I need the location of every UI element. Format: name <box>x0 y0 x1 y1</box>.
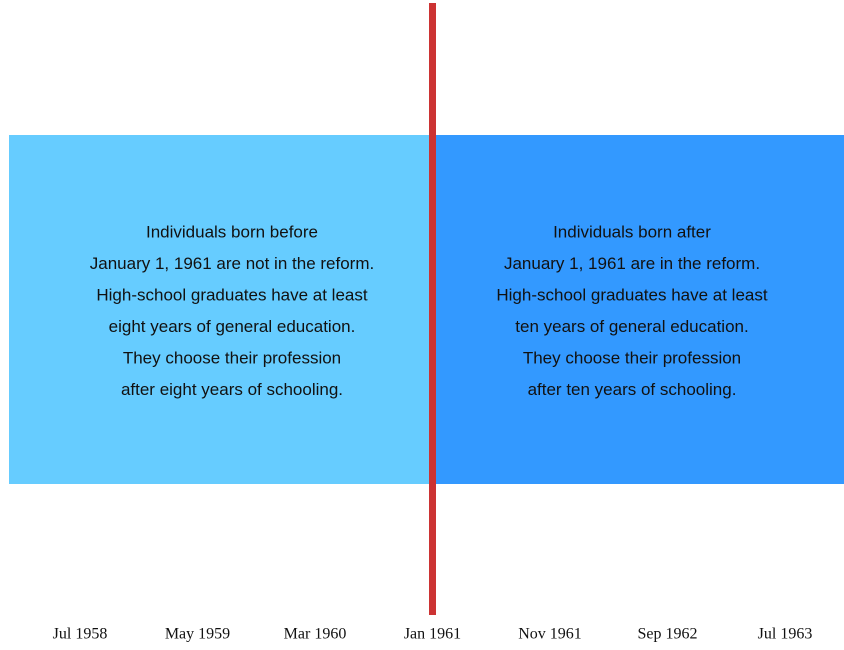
timeline-label: Jul 1963 <box>758 626 813 643</box>
timeline-label: Jan 1961 <box>404 626 461 643</box>
panel-text-line: January 1, 1961 are in the reform. <box>504 254 760 273</box>
timeline-label: May 1959 <box>165 626 230 643</box>
timeline-label: Sep 1962 <box>638 626 698 643</box>
panel-after <box>433 135 844 484</box>
reform-line <box>429 3 436 615</box>
panel-text-line: ten years of general education. <box>515 317 748 336</box>
panel-text-line: They choose their profession <box>123 348 341 367</box>
panel-text-line: They choose their profession <box>523 348 741 367</box>
panel-text-line: after eight years of schooling. <box>121 380 343 399</box>
timeline-label: Nov 1961 <box>518 626 582 643</box>
panel-text-line: High-school graduates have at least <box>96 285 367 304</box>
panel-text-line: eight years of general education. <box>109 317 356 336</box>
panel-text-line: after ten years of schooling. <box>528 380 737 399</box>
panel-text-line: Individuals born before <box>146 222 318 241</box>
panel-text-line: High-school graduates have at least <box>496 285 767 304</box>
timeline-label: Mar 1960 <box>284 626 347 643</box>
panel-before <box>9 135 433 484</box>
panel-text-line: January 1, 1961 are not in the reform. <box>90 254 374 273</box>
panel-text-line: Individuals born after <box>553 222 711 241</box>
timeline-label: Jul 1958 <box>53 626 108 643</box>
